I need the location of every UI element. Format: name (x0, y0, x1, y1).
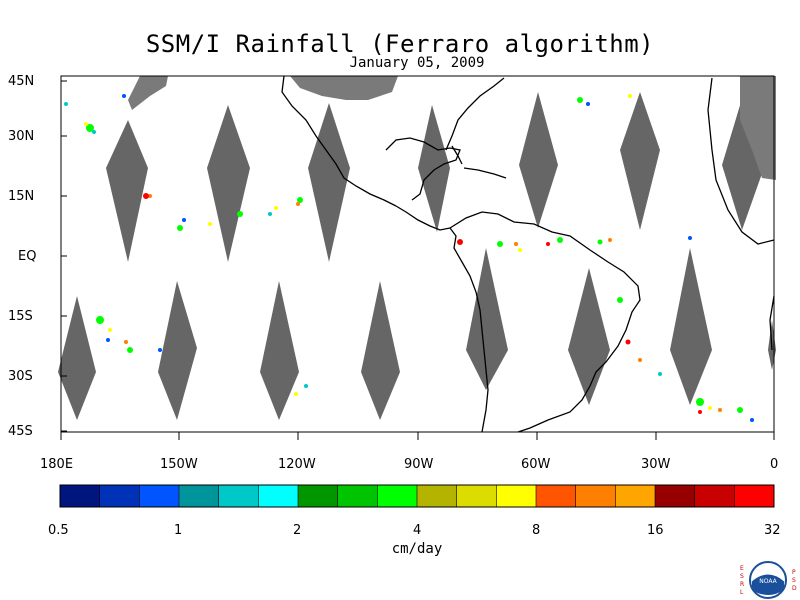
colorbar-label: 0.5 (48, 523, 69, 538)
colorbar-segment (139, 485, 180, 507)
chart-subtitle: January 05, 2009 (349, 55, 485, 71)
lon-label: 180E (40, 457, 74, 472)
colorbar-segment (615, 485, 656, 507)
lon-label: 30W (641, 457, 671, 472)
colorbar-segment (417, 485, 458, 507)
land-mask (128, 76, 776, 180)
colorbar-label: 8 (532, 523, 541, 538)
colorbar-segment (99, 485, 140, 507)
axis-ticks (60, 80, 775, 440)
svg-text:D: D (792, 585, 797, 592)
chart-title: SSM/I Rainfall (Ferraro algorithm) (145, 30, 655, 58)
colorbar-segment (536, 485, 577, 507)
colorbar-segment (694, 485, 735, 507)
lon-label: 60W (521, 457, 551, 472)
swath-gaps (58, 92, 776, 420)
colorbar-units: cm/day (391, 541, 443, 557)
lat-label: 45N (8, 74, 35, 89)
coastlines (281, 75, 775, 433)
noaa-logo: NOAA E S R L P S D (740, 561, 797, 599)
svg-text:S: S (740, 573, 744, 580)
lat-label: EQ (18, 249, 37, 264)
colorbar-segment (179, 485, 220, 507)
lat-label: 30S (8, 369, 33, 384)
colorbar-segment (655, 485, 696, 507)
colorbar-segment (258, 485, 299, 507)
colorbar-segment (734, 485, 775, 507)
rain-patches (64, 94, 754, 422)
lat-label: 15N (8, 189, 35, 204)
lat-label: 15S (8, 309, 33, 324)
svg-text:E: E (740, 565, 744, 572)
colorbar-label: 2 (293, 523, 302, 538)
colorbar-segment (496, 485, 537, 507)
colorbar-segment (377, 485, 418, 507)
colorbar-label: 4 (413, 523, 422, 538)
lon-label: 150W (160, 457, 198, 472)
svg-text:R: R (740, 581, 744, 588)
colorbar-segment (575, 485, 616, 507)
colorbar-segment (60, 485, 101, 507)
lat-label: 30N (8, 129, 35, 144)
colorbar-segment (218, 485, 259, 507)
colorbar-segment (456, 485, 497, 507)
svg-text:L: L (740, 589, 744, 596)
colorbar-segment (337, 485, 378, 507)
colorbar-label: 1 (174, 523, 183, 538)
svg-text:NOAA: NOAA (759, 578, 777, 585)
lon-label: 120W (278, 457, 316, 472)
lon-label: 90W (404, 457, 434, 472)
colorbar-label: 16 (647, 523, 664, 538)
colorbar-label: 32 (764, 523, 781, 538)
svg-text:P: P (792, 569, 796, 576)
colorbar-segment (298, 485, 339, 507)
svg-text:S: S (792, 577, 796, 584)
lon-label: 0 (770, 457, 779, 472)
lat-label: 45S (8, 424, 33, 439)
